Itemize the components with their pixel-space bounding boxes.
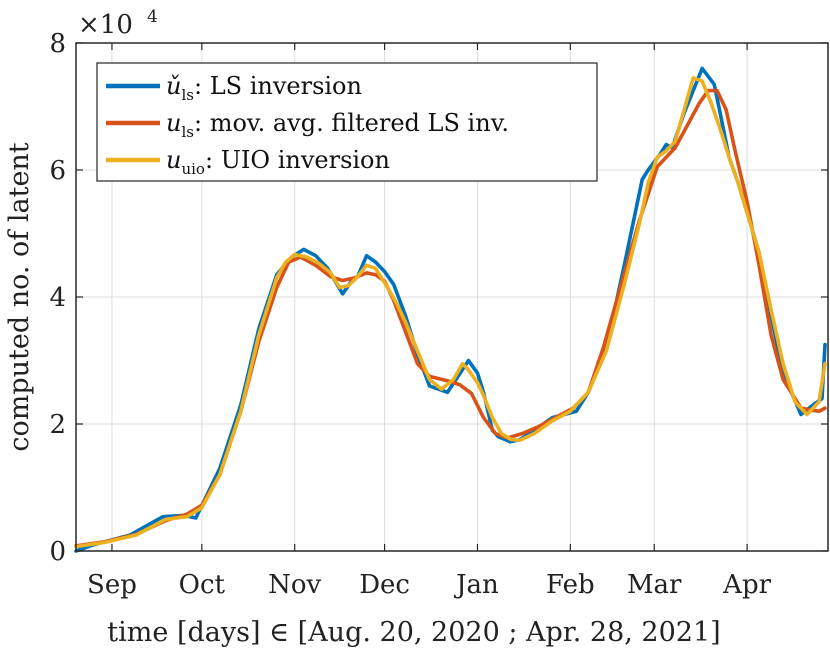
legend-label-ls-inversion-text: ǔls: LS inversion <box>166 72 362 104</box>
legend-name: mov. avg. filtered LS inv. <box>210 109 509 137</box>
legend-box <box>96 62 598 182</box>
x-tick-label: Feb <box>546 570 595 600</box>
y-axis-label: computed no. of latent <box>4 142 35 451</box>
y-tick-label: 0 <box>49 537 66 567</box>
legend-subscript: ls <box>181 123 194 141</box>
legend-entry-ls-inversion: ǔls: LS inversion <box>106 72 362 104</box>
series-line-mov-avg-filtered <box>74 88 827 548</box>
x-tick-labels: Sep Oct Nov Dec Jan Feb Mar Apr <box>87 570 772 600</box>
x-tick-label: Jan <box>453 570 499 600</box>
y-multiplier-base: ×10 <box>78 10 133 40</box>
x-axis-label: time [days] ∈ [Aug. 20, 2020 ; Apr. 28, … <box>107 617 720 648</box>
legend-symbol: u <box>166 109 181 137</box>
x-tick-label: Dec <box>359 570 410 600</box>
legend-symbol: u <box>166 146 181 174</box>
x-tick-label: Nov <box>268 570 321 600</box>
tick-marks <box>76 42 828 552</box>
legend-name: LS inversion <box>210 72 362 100</box>
plot-series <box>74 66 827 553</box>
legend-entry-uio-inversion: uuio: UIO inversion <box>106 146 390 178</box>
legend-name: UIO inversion <box>221 146 390 174</box>
y-tick-label: 2 <box>49 410 66 440</box>
x-tick-label: Sep <box>87 570 137 600</box>
legend-symbol: ǔ <box>166 72 181 100</box>
x-tick-label: Mar <box>627 570 682 600</box>
x-tick-label: Oct <box>179 570 226 600</box>
y-axis-multiplier: ×10 4 <box>78 7 158 40</box>
y-tick-label: 8 <box>49 29 66 59</box>
legend-subscript: uio <box>181 160 205 178</box>
x-tick-label: Apr <box>722 570 771 600</box>
legend-entry-mov-avg: uls: mov. avg. filtered LS inv. <box>106 109 509 141</box>
legend-label-uio-inversion-text: uuio: UIO inversion <box>166 146 390 178</box>
y-tick-label: 6 <box>49 156 66 186</box>
series-line-uio-inversion <box>74 76 827 549</box>
legend: ǔls: LS inversion uls: mov. avg. filtere… <box>96 62 598 182</box>
legend-label-mov-avg-text: uls: mov. avg. filtered LS inv. <box>166 109 509 141</box>
y-tick-label: 4 <box>49 283 66 313</box>
y-multiplier-exponent: 4 <box>147 7 158 27</box>
y-tick-labels: 0 2 4 6 8 <box>49 29 66 567</box>
legend-subscript: ls <box>181 86 194 104</box>
